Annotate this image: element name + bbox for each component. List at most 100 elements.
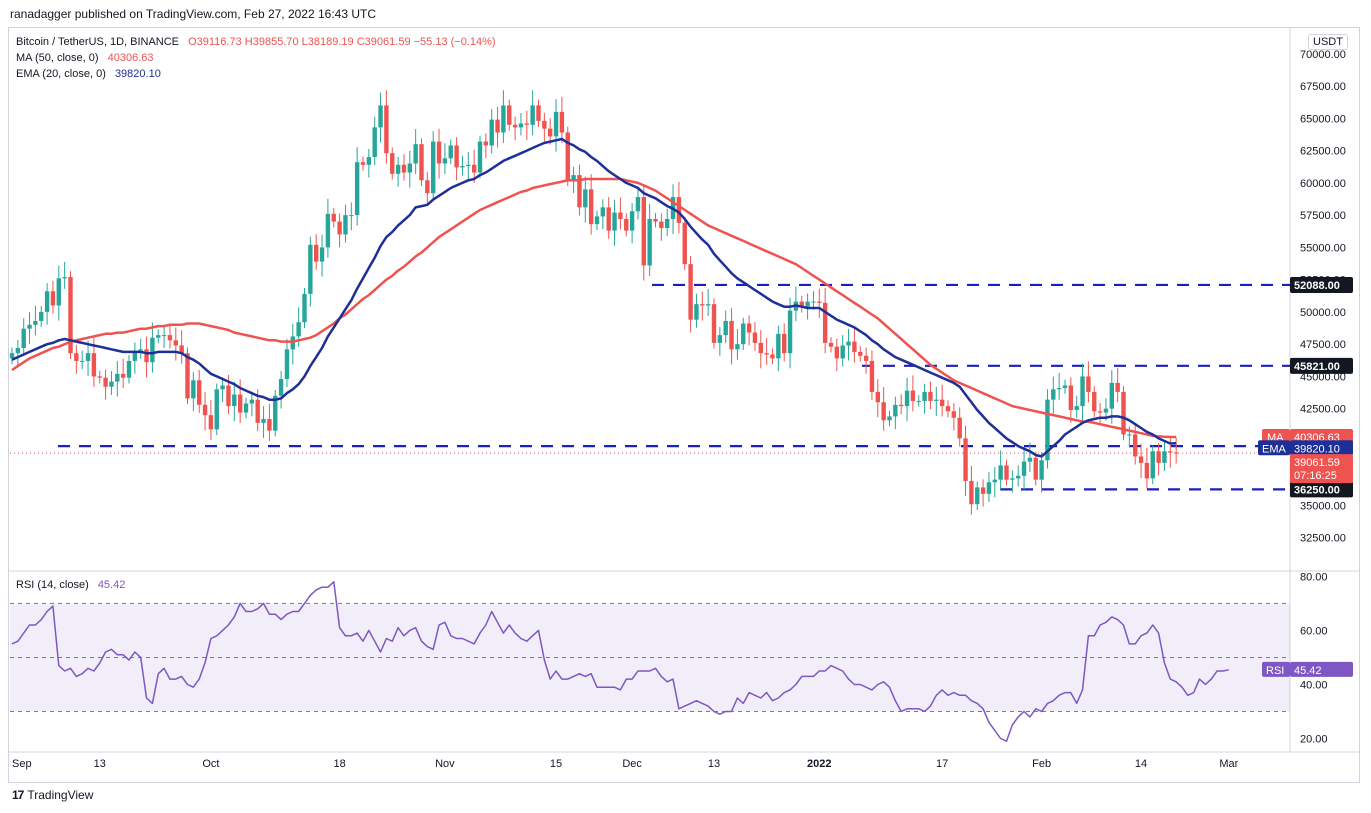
price-tick-label: 47500.00 xyxy=(1300,339,1346,351)
candle-body xyxy=(33,320,38,325)
candle-body xyxy=(594,216,600,225)
candle-body xyxy=(156,335,161,338)
candle-body xyxy=(360,162,366,165)
footer-brand: 17 TradingView xyxy=(12,788,93,802)
candle-body xyxy=(1109,382,1114,409)
candle-body xyxy=(296,322,301,337)
candle-body xyxy=(758,342,763,354)
candle-body xyxy=(378,105,383,128)
candle-body xyxy=(852,341,857,352)
candle-body xyxy=(805,301,810,307)
candle-body xyxy=(963,438,968,481)
publisher-header: ranadagger published on TradingView.com,… xyxy=(10,7,377,21)
candle-body xyxy=(717,335,723,343)
candle-body xyxy=(600,207,606,217)
candle-body xyxy=(425,180,430,194)
candle-body xyxy=(21,328,26,349)
candle-body xyxy=(413,144,418,164)
candle-body xyxy=(167,335,173,341)
candle-body xyxy=(97,376,102,378)
candle-body xyxy=(349,215,354,217)
ma-value: 40306.63 xyxy=(107,52,154,64)
candle-body xyxy=(384,105,389,154)
candle-body xyxy=(624,218,629,231)
currency-badge[interactable]: USDT xyxy=(1308,34,1348,50)
candle-body xyxy=(1162,451,1167,463)
candle-body xyxy=(208,415,214,430)
candle-body xyxy=(372,127,377,158)
candle-body xyxy=(694,304,699,320)
price-tick-label: 60000.00 xyxy=(1300,178,1346,190)
candle-body xyxy=(945,406,951,412)
candle-body xyxy=(881,402,886,421)
time-tick-label: Dec xyxy=(622,758,642,770)
ohlc-open: O39116.73 xyxy=(188,36,242,48)
ohlc-high: H39855.70 xyxy=(244,36,299,48)
candle-body xyxy=(822,302,828,343)
candle-body xyxy=(910,390,916,401)
symbol-legend: Bitcoin / TetherUS, 1D, BINANCE O39116.7… xyxy=(16,36,496,48)
candle-body xyxy=(776,333,781,359)
candle-body xyxy=(1033,457,1038,480)
time-tick-label: 17 xyxy=(936,758,948,770)
candle-body xyxy=(682,222,687,265)
candle-body xyxy=(115,373,120,382)
candle-body xyxy=(1121,391,1126,435)
candle-body xyxy=(1062,385,1068,389)
candle-body xyxy=(267,419,272,431)
last-price-tag: 39061.59 xyxy=(1294,457,1340,469)
candle-body xyxy=(723,320,728,336)
rsi-legend-value: 45.42 xyxy=(97,579,126,591)
candle-body xyxy=(618,212,623,219)
candle-body xyxy=(460,166,465,168)
candle-body xyxy=(530,105,535,125)
tradingview-logo-icon: 17 xyxy=(12,788,24,802)
time-tick-label: 15 xyxy=(550,758,562,770)
candle-body xyxy=(56,278,61,306)
candle-body xyxy=(1016,475,1021,479)
candle-body xyxy=(302,293,307,323)
candle-body xyxy=(665,218,670,229)
time-tick-label: Feb xyxy=(1032,758,1051,770)
candle-body xyxy=(161,335,167,337)
candle-body xyxy=(249,399,255,404)
candle-body xyxy=(939,399,945,407)
candle-body xyxy=(893,404,898,417)
candle-body xyxy=(138,349,143,351)
candle-body xyxy=(951,411,957,418)
candle-body xyxy=(319,247,325,262)
candle-body xyxy=(255,399,260,423)
candle-body xyxy=(290,336,295,350)
candle-body xyxy=(741,323,746,345)
candle-body xyxy=(44,291,50,312)
chart-frame xyxy=(8,27,1360,783)
candle-body xyxy=(331,213,336,222)
candle-body xyxy=(261,419,266,423)
candle-body xyxy=(214,389,219,430)
candle-body xyxy=(197,380,202,405)
candle-body xyxy=(483,141,489,146)
ohlc-low: L38189.19 xyxy=(301,36,354,48)
price-tick-label: 55000.00 xyxy=(1300,242,1346,254)
candle-body xyxy=(1045,399,1050,461)
candle-body xyxy=(471,164,477,173)
time-tick-label: 2022 xyxy=(807,758,831,770)
candle-body xyxy=(711,304,717,343)
candle-body xyxy=(524,123,529,125)
candle-body xyxy=(934,399,939,401)
ema-label: EMA (20, close, 0) xyxy=(16,68,106,80)
rsi-value-tag: 45.42 xyxy=(1294,665,1322,677)
candle-body xyxy=(50,291,56,306)
ema-name-tag-bg xyxy=(1258,440,1290,456)
candle-body xyxy=(80,360,85,362)
rsi-legend: RSI (14, close) 45.42 xyxy=(16,579,125,591)
candle-body xyxy=(992,479,997,483)
level-tag-bg xyxy=(1290,481,1353,498)
candle-body xyxy=(39,311,44,321)
candle-body xyxy=(1103,408,1109,413)
candle-body xyxy=(419,144,424,181)
price-tick-label: 70000.00 xyxy=(1300,49,1346,61)
candle-body xyxy=(442,158,448,164)
countdown-tag: 07:16:25 xyxy=(1294,470,1337,482)
ohlc-close: C39061.59 xyxy=(356,36,411,48)
